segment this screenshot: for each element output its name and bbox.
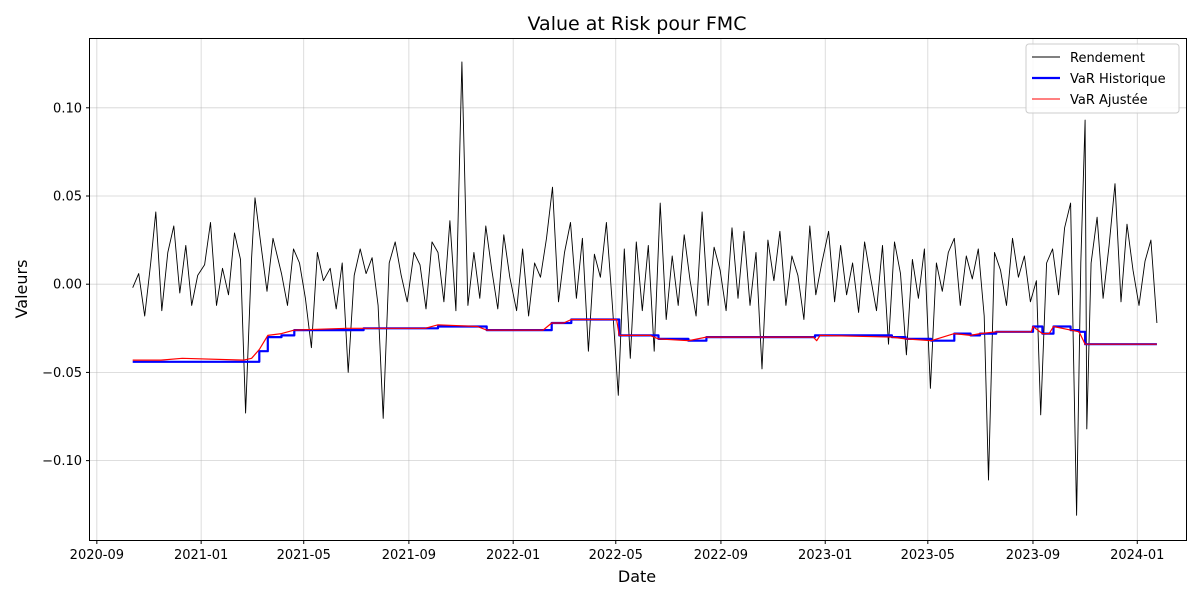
x-tick-label: 2021-09 (382, 548, 436, 563)
x-tick-label: 2022-09 (694, 548, 748, 563)
legend: Rendement VaR Historique VaR Ajustée (1025, 43, 1180, 114)
x-tick-label: 2023-01 (798, 548, 852, 563)
plot-frame (89, 38, 1187, 541)
y-tick-label: −0.05 (42, 366, 82, 381)
y-tick-label: 0.10 (53, 101, 82, 116)
y-tick-label: 0.00 (53, 278, 82, 293)
x-axis: 2020-09 2021-01 2021-05 2021-09 2022-01 2022-… (70, 540, 1164, 563)
x-tick-label: 2023-09 (1006, 548, 1060, 563)
y-axis-label: Valeurs (12, 260, 31, 319)
x-tick-label: 2022-05 (589, 548, 643, 563)
series-layer (132, 61, 1158, 516)
y-axis: −0.10 −0.05 0.00 0.05 0.10 (42, 101, 90, 469)
x-tick-label: 2021-01 (174, 548, 228, 563)
x-tick-label: 2024-01 (1110, 548, 1164, 563)
legend-label-rendement: Rendement (1070, 51, 1145, 66)
legend-label-var-ajustee: VaR Ajustée (1070, 93, 1148, 108)
series-var-ajustee (132, 318, 1157, 361)
y-tick-label: 0.05 (53, 190, 82, 205)
x-tick-label: 2022-01 (486, 548, 540, 563)
x-tick-label: 2021-05 (277, 548, 331, 563)
x-tick-label: 2023-05 (901, 548, 955, 563)
legend-box (1025, 43, 1180, 114)
y-tick-label: −0.10 (42, 454, 82, 469)
chart-title: Value at Risk pour FMC (528, 13, 747, 35)
x-tick-label: 2020-09 (70, 548, 124, 563)
series-rendement (132, 61, 1158, 516)
series-var-historique (132, 318, 1157, 363)
x-axis-label: Date (618, 567, 656, 586)
legend-label-var-historique: VaR Historique (1070, 72, 1166, 87)
